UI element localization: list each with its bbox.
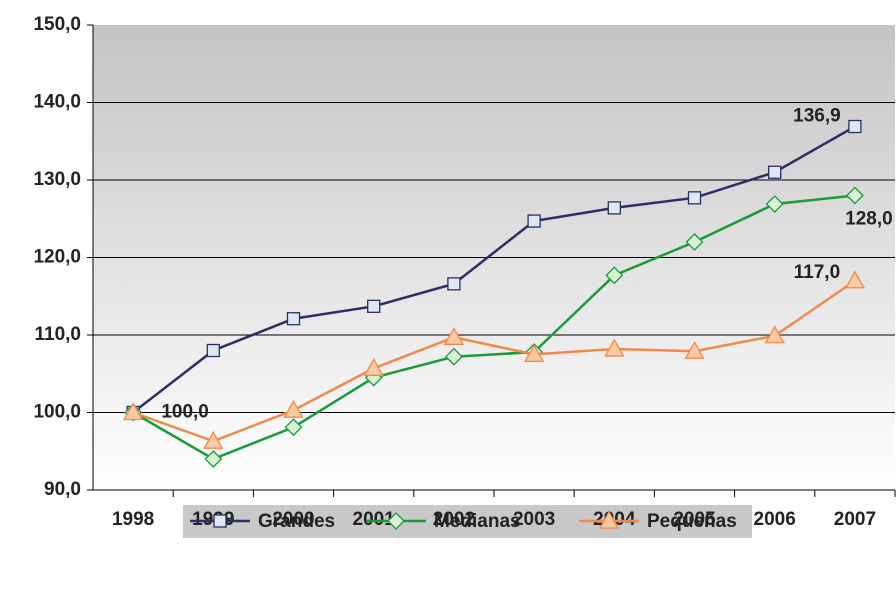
legend-label: Medianas bbox=[434, 511, 521, 532]
marker bbox=[523, 344, 545, 363]
marker bbox=[204, 450, 223, 468]
y-tick-label: 130,0 bbox=[33, 169, 81, 190]
x-tick-label: 2002 bbox=[433, 509, 475, 530]
marker bbox=[765, 195, 784, 213]
x-tick-label: 2006 bbox=[754, 509, 796, 530]
marker bbox=[607, 201, 621, 215]
marker bbox=[684, 340, 705, 359]
marker bbox=[527, 214, 541, 228]
marker bbox=[284, 418, 303, 437]
marker bbox=[598, 510, 620, 529]
data-label: 117,0 bbox=[794, 262, 841, 283]
y-tick-label: 90,0 bbox=[44, 479, 81, 500]
x-tick-label: 2003 bbox=[513, 509, 555, 530]
y-tick-label: 100,0 bbox=[33, 402, 81, 423]
data-label: 128,0 bbox=[845, 209, 893, 230]
x-tick-label: 2000 bbox=[272, 509, 314, 530]
marker bbox=[443, 326, 465, 345]
data-label: 100,0 bbox=[161, 402, 209, 423]
marker bbox=[286, 312, 301, 326]
marker bbox=[685, 233, 704, 251]
marker bbox=[203, 430, 224, 449]
x-tick-label: 2007 bbox=[834, 509, 876, 530]
marker bbox=[764, 325, 785, 344]
y-tick-label: 140,0 bbox=[33, 92, 81, 113]
series-line bbox=[132, 279, 856, 443]
marker bbox=[122, 402, 144, 421]
x-tick-label: 2005 bbox=[673, 509, 716, 530]
series-line bbox=[132, 125, 856, 414]
series-line bbox=[132, 194, 856, 461]
legend-label: Pequeñas bbox=[647, 511, 737, 532]
y-tick-label: 150,0 bbox=[33, 14, 81, 35]
marker bbox=[444, 347, 463, 366]
y-tick-label: 120,0 bbox=[33, 247, 81, 268]
marker bbox=[363, 357, 384, 376]
legend-label: Grandes bbox=[258, 511, 335, 532]
marker bbox=[687, 191, 702, 205]
marker bbox=[768, 165, 782, 179]
marker bbox=[387, 512, 405, 530]
marker bbox=[845, 186, 864, 205]
y-tick-label: 110,0 bbox=[35, 324, 82, 345]
x-tick-label: 1998 bbox=[112, 509, 154, 530]
legend-box bbox=[183, 505, 752, 538]
data-label: 136,9 bbox=[793, 106, 841, 127]
marker bbox=[367, 299, 381, 313]
marker bbox=[283, 399, 304, 418]
marker bbox=[605, 266, 624, 285]
marker bbox=[848, 119, 862, 134]
marker bbox=[206, 343, 220, 358]
marker bbox=[447, 277, 461, 291]
x-tick-label: 1999 bbox=[192, 509, 234, 530]
marker bbox=[213, 514, 227, 528]
x-tick-label: 2001 bbox=[353, 509, 396, 530]
marker bbox=[604, 338, 625, 357]
marker bbox=[844, 270, 866, 289]
